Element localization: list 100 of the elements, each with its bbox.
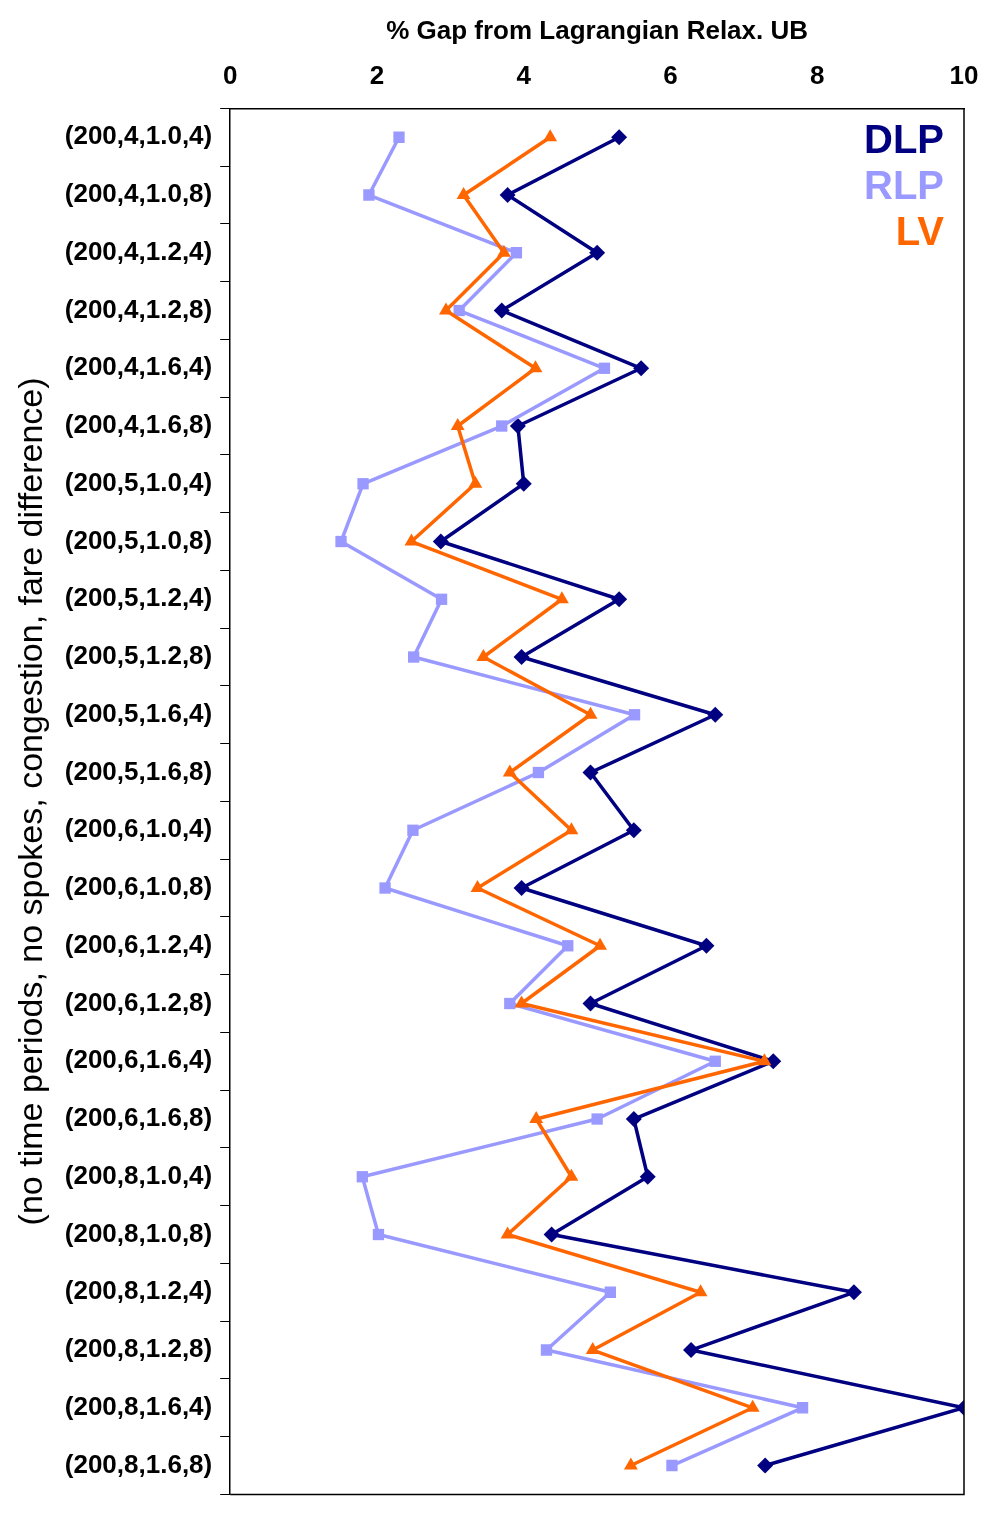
point bbox=[543, 1226, 560, 1243]
y-tick-label: (200,6,1.6,8) bbox=[64, 1102, 213, 1133]
point bbox=[693, 1284, 708, 1297]
y-tick-label: (200,8,1.2,4) bbox=[64, 1275, 213, 1306]
point bbox=[379, 882, 391, 894]
y-tick-label: (200,8,1.2,8) bbox=[64, 1333, 213, 1364]
y-tick-label: (200,8,1.0,4) bbox=[64, 1159, 213, 1190]
x-axis-title: % Gap from Lagrangian Relax. UB bbox=[386, 14, 809, 45]
point bbox=[372, 1228, 385, 1241]
point bbox=[432, 533, 449, 550]
y-tick-label: (200,5,1.0,4) bbox=[64, 466, 213, 497]
point bbox=[408, 651, 420, 663]
point bbox=[582, 995, 599, 1012]
point bbox=[745, 1399, 760, 1412]
point bbox=[709, 1055, 721, 1067]
y-axis-title: (no time periods, no spokes, congestion, fare difference) bbox=[10, 377, 49, 1226]
point bbox=[582, 764, 599, 781]
y-tick-label: (200,6,1.2,4) bbox=[64, 928, 213, 959]
text: RLP bbox=[864, 163, 944, 208]
point bbox=[357, 478, 369, 490]
point bbox=[439, 302, 453, 315]
y-tick-label: (200,4,1.6,4) bbox=[64, 351, 213, 382]
x-tick-label: 2 bbox=[369, 59, 385, 90]
point bbox=[470, 880, 485, 893]
point bbox=[564, 1168, 579, 1181]
point bbox=[543, 129, 558, 142]
y-tick-label: (200,4,1.6,8) bbox=[64, 409, 213, 440]
point bbox=[499, 187, 516, 204]
y-tick-label: (200,6,1.2,8) bbox=[64, 986, 213, 1017]
point bbox=[476, 649, 491, 662]
point bbox=[502, 764, 517, 777]
point bbox=[564, 822, 579, 835]
point bbox=[611, 591, 628, 608]
point bbox=[591, 1113, 603, 1125]
point bbox=[623, 1457, 638, 1470]
point bbox=[450, 418, 465, 431]
point bbox=[585, 1342, 600, 1355]
point bbox=[845, 1284, 862, 1301]
y-tick-label: (200,6,1.6,4) bbox=[64, 1044, 213, 1075]
point bbox=[393, 131, 405, 143]
y-tick-label: (200,4,1.0,4) bbox=[64, 120, 213, 151]
point bbox=[407, 824, 419, 836]
x-tick-label: 6 bbox=[663, 59, 678, 90]
point bbox=[500, 1226, 515, 1239]
point bbox=[583, 706, 598, 719]
y-tick-label: (200,5,1.2,8) bbox=[64, 640, 213, 671]
point bbox=[757, 1457, 774, 1474]
point bbox=[633, 360, 650, 377]
point bbox=[562, 940, 574, 952]
point bbox=[625, 1111, 642, 1128]
text: DLP bbox=[864, 117, 944, 162]
point bbox=[497, 244, 511, 257]
point bbox=[683, 1342, 700, 1359]
point bbox=[604, 1286, 616, 1298]
point bbox=[532, 766, 545, 779]
point bbox=[496, 420, 508, 432]
point bbox=[513, 649, 530, 666]
y-tick-label: (200,5,1.6,8) bbox=[64, 755, 213, 786]
point bbox=[625, 822, 642, 839]
point bbox=[611, 129, 628, 146]
point bbox=[509, 418, 526, 435]
point bbox=[513, 880, 530, 897]
point bbox=[757, 1053, 772, 1066]
y-tick-label: (200,6,1.0,4) bbox=[64, 813, 213, 844]
x-tick-label: 8 bbox=[810, 59, 825, 90]
y-tick-label: (200,4,1.2,8) bbox=[64, 293, 213, 324]
point bbox=[593, 937, 607, 950]
point bbox=[666, 1459, 678, 1472]
y-tick-label: (200,8,1.0,8) bbox=[64, 1217, 213, 1248]
point bbox=[698, 937, 715, 954]
point bbox=[589, 244, 606, 261]
point bbox=[628, 709, 641, 721]
point bbox=[363, 189, 375, 201]
point bbox=[529, 1111, 544, 1124]
y-tick-label: (200,4,1.0,8) bbox=[64, 178, 213, 209]
point bbox=[456, 187, 471, 200]
point bbox=[528, 360, 543, 373]
point bbox=[335, 535, 347, 548]
point bbox=[468, 475, 483, 488]
text: LV bbox=[895, 209, 945, 254]
point bbox=[540, 1344, 553, 1356]
point bbox=[515, 475, 532, 492]
point bbox=[504, 997, 516, 1010]
point bbox=[598, 362, 611, 374]
y-tick-label: (200,5,1.0,8) bbox=[64, 524, 213, 555]
point bbox=[510, 247, 523, 259]
y-tick-label: (200,8,1.6,4) bbox=[64, 1390, 213, 1421]
point bbox=[435, 593, 448, 605]
point bbox=[707, 706, 724, 723]
point bbox=[493, 302, 510, 319]
x-tick-label: 4 bbox=[516, 59, 532, 90]
y-tick-label: (200,5,1.6,4) bbox=[64, 697, 213, 728]
point bbox=[514, 995, 529, 1008]
point bbox=[796, 1402, 809, 1414]
point bbox=[404, 533, 419, 546]
x-tick-label: 10 bbox=[949, 59, 979, 90]
y-tick-label: (200,5,1.2,4) bbox=[64, 582, 213, 613]
point bbox=[554, 591, 569, 604]
y-tick-label: (200,4,1.2,4) bbox=[64, 235, 213, 266]
point bbox=[639, 1168, 656, 1185]
